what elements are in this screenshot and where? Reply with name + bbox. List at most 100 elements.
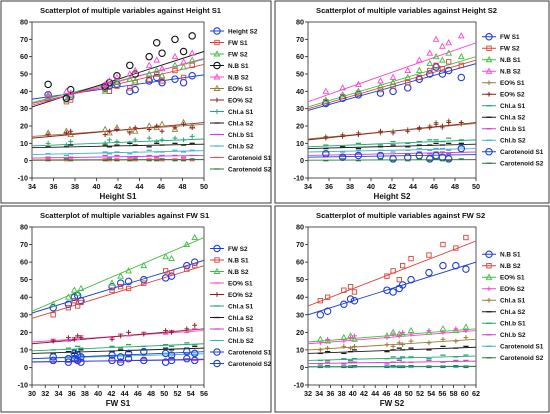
data-point: [117, 272, 125, 279]
series-11: [323, 158, 464, 162]
data-point: [404, 66, 412, 73]
x-tick-label: 54: [187, 389, 195, 398]
series-1: [50, 262, 198, 318]
series-1: [317, 234, 469, 304]
data-point: [324, 294, 331, 300]
legend-label: Carotenoid S2: [500, 161, 544, 168]
data-point: [158, 78, 166, 87]
data-point: [183, 261, 191, 270]
data-point: [102, 132, 108, 138]
data-point: [116, 358, 125, 366]
y-tick-label: 60: [20, 258, 28, 267]
y-tick-label: 0: [24, 363, 28, 372]
data-point: [416, 125, 422, 131]
plot-area: [31, 21, 205, 179]
data-point: [325, 345, 330, 351]
legend: Height S2 FW S1 FW S2 N.B S1 N.B S2 EO% S1 EO%…: [210, 27, 272, 173]
data-point: [439, 56, 446, 63]
data-point: [405, 80, 411, 86]
data-point: [49, 353, 57, 361]
fit-line-11: [308, 159, 476, 161]
data-point: [384, 335, 390, 340]
data-point: [145, 52, 153, 61]
data-point: [440, 336, 446, 342]
fit-line-8: [32, 143, 204, 149]
legend-label: EO% S1: [228, 280, 253, 287]
series-8: [317, 365, 469, 369]
y-tick-label: -10: [294, 174, 304, 183]
x-tick-label: 32: [41, 389, 49, 398]
y-tick-label: 80: [20, 223, 28, 232]
data-point: [399, 330, 406, 337]
legend-swatch-marker: [213, 73, 221, 80]
data-point: [67, 89, 75, 96]
legend-swatch-marker: [213, 61, 221, 70]
legend-label: Chl.b S1: [500, 126, 526, 133]
data-point: [184, 326, 190, 332]
data-point: [457, 73, 466, 82]
data-point: [188, 49, 196, 56]
fit-line-6: [308, 139, 476, 148]
x-tick-label: 46: [157, 182, 165, 191]
legend: N.B S1 N.B S2 EO% S1 EO% S2 Chl.a S1 Chl.a S2…: [482, 250, 544, 362]
data-point: [322, 99, 330, 108]
data-point: [50, 338, 56, 344]
legend-label: Chl.b S2: [500, 332, 526, 339]
y-tick-label: 0: [300, 156, 304, 165]
data-point: [341, 338, 347, 344]
data-point: [124, 354, 133, 363]
y-tick-label: 60: [296, 52, 304, 61]
data-point: [126, 70, 134, 77]
data-point: [114, 139, 120, 144]
data-point: [389, 155, 397, 163]
data-point: [340, 134, 346, 139]
data-point: [400, 342, 406, 348]
y-tick-label: 10: [296, 139, 304, 148]
series-5: [323, 120, 464, 141]
data-point: [145, 70, 153, 77]
x-tick-label: 60: [461, 389, 469, 398]
y-tick-label: 70: [296, 240, 304, 249]
data-point: [188, 71, 196, 80]
legend-label: FW S2: [228, 246, 248, 253]
x-tick-label: 52: [174, 389, 182, 398]
data-point: [68, 139, 74, 144]
x-tick-label: 48: [147, 389, 155, 398]
data-point: [45, 132, 51, 138]
series-4: [44, 49, 196, 98]
y-tick-label: 0: [300, 363, 304, 372]
data-point: [131, 127, 139, 134]
data-point: [323, 307, 332, 316]
data-point: [433, 62, 439, 68]
data-point: [458, 120, 464, 125]
panel-2: Scatterplot of multiple variables agains…: [274, 0, 550, 204]
series-2: [322, 49, 465, 103]
data-point: [189, 125, 195, 131]
data-point: [352, 333, 357, 339]
data-point: [189, 62, 195, 68]
data-point: [408, 331, 414, 337]
legend-swatch-marker: [213, 348, 221, 356]
data-point: [390, 130, 396, 136]
data-point: [63, 87, 70, 94]
data-point: [124, 277, 133, 286]
data-point: [152, 39, 161, 47]
data-point: [184, 266, 190, 272]
y-tick-label: 60: [20, 52, 28, 61]
data-point: [396, 340, 402, 346]
data-point: [389, 73, 397, 80]
data-point: [106, 77, 113, 84]
series-6: [45, 121, 195, 138]
data-point: [378, 128, 383, 134]
data-point: [71, 298, 77, 304]
data-point: [457, 32, 465, 39]
y-tick-label: 80: [296, 223, 304, 232]
legend-swatch-marker: [485, 67, 493, 74]
legend-label: Height S2: [228, 28, 258, 35]
x-tick-label: 38: [71, 182, 79, 191]
data-point: [183, 354, 191, 363]
legend-label: Chl.b S1: [228, 326, 254, 333]
data-point: [426, 328, 432, 333]
data-point: [377, 77, 384, 84]
